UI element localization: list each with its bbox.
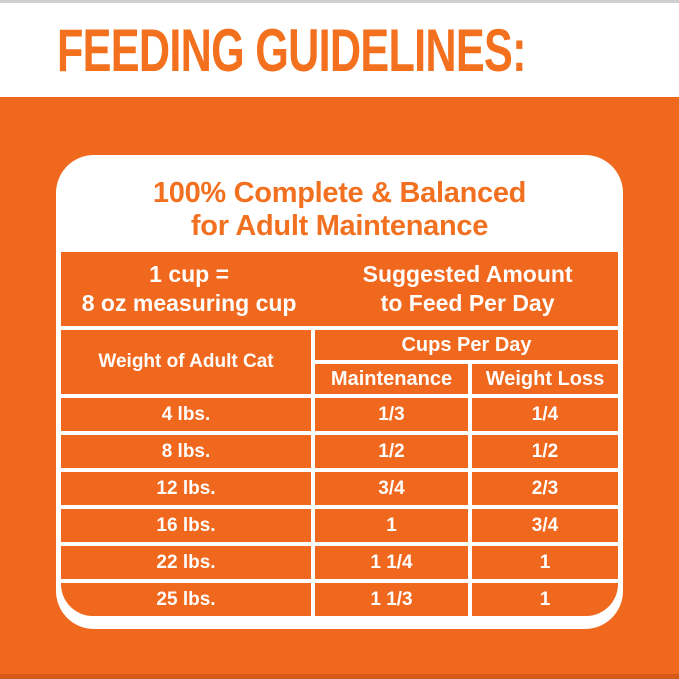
weight-loss-cell: 1 — [472, 546, 618, 580]
weight-cell: 16 lbs. — [61, 509, 311, 543]
orange-section: 100% Complete & Balanced for Adult Maint… — [0, 97, 679, 679]
weight-cell: 4 lbs. — [61, 398, 311, 432]
weight-column-header: Weight of Adult Cat — [61, 330, 311, 395]
weight-loss-cell: 3/4 — [472, 509, 618, 543]
maintenance-column-header: Maintenance — [315, 364, 468, 395]
maintenance-cell: 1 1/4 — [315, 546, 468, 580]
page-title: FEEDING GUIDELINES: — [57, 16, 526, 84]
weight-cell: 25 lbs. — [61, 583, 311, 617]
feeding-table: 1 cup = 8 oz measuring cup Suggested Amo… — [61, 252, 618, 617]
suggested-amount-line-2: to Feed Per Day — [380, 290, 555, 317]
cups-per-day-header: Cups Per Day — [315, 330, 618, 361]
suggested-amount-line-1: Suggested Amount — [362, 261, 573, 288]
maintenance-cell: 1/2 — [315, 435, 468, 469]
weight-loss-column-header: Weight Loss — [472, 364, 618, 395]
suggested-amount-label: Suggested Amount to Feed Per Day — [317, 260, 618, 318]
weight-cell: 8 lbs. — [61, 435, 311, 469]
heading-line-2: for Adult Maintenance — [190, 210, 489, 243]
panel-heading: 100% Complete & Balanced for Adult Maint… — [56, 155, 623, 243]
weight-loss-cell: 1 — [472, 583, 618, 617]
table-info-row: 1 cup = 8 oz measuring cup Suggested Amo… — [61, 252, 618, 327]
weight-cell: 22 lbs. — [61, 546, 311, 580]
maintenance-cell: 1 — [315, 509, 468, 543]
weight-loss-cell: 1/2 — [472, 435, 618, 469]
cup-measure-note: 1 cup = 8 oz measuring cup — [61, 260, 317, 318]
top-border-line — [0, 0, 679, 3]
weight-loss-cell: 1/4 — [472, 398, 618, 432]
weight-cell: 12 lbs. — [61, 472, 311, 506]
cup-measure-line-1: 1 cup = — [149, 261, 230, 288]
heading-line-1: 100% Complete & Balanced — [152, 177, 527, 209]
maintenance-cell: 3/4 — [315, 472, 468, 506]
cup-measure-line-2: 8 oz measuring cup — [81, 290, 297, 317]
guidelines-panel: 100% Complete & Balanced for Adult Maint… — [56, 155, 623, 629]
maintenance-cell: 1 1/3 — [315, 583, 468, 617]
bottom-edge-strip — [0, 674, 679, 679]
maintenance-cell: 1/3 — [315, 398, 468, 432]
weight-loss-cell: 2/3 — [472, 472, 618, 506]
header-band: FEEDING GUIDELINES: — [0, 3, 679, 97]
